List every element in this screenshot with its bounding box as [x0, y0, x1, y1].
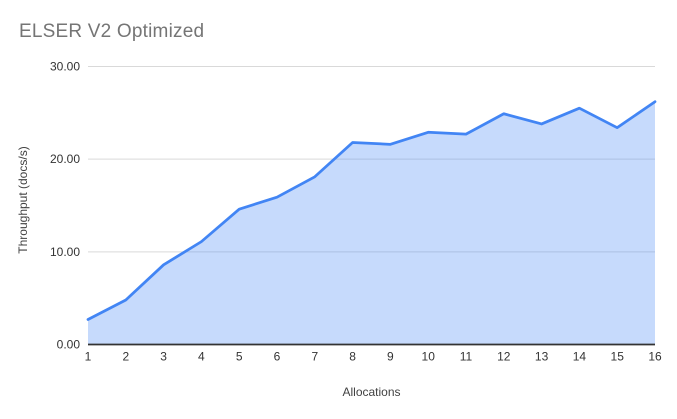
x-tick-label: 16 [648, 350, 662, 364]
x-tick-label: 9 [387, 350, 394, 364]
x-tick-label: 11 [460, 350, 473, 364]
x-tick-label: 4 [198, 350, 205, 364]
x-tick-label: 15 [611, 350, 625, 364]
y-tick-label: 20.00 [50, 152, 80, 166]
x-tick-label: 2 [122, 350, 129, 364]
chart-title: ELSER V2 Optimized [19, 21, 205, 42]
series-area-fill [88, 101, 655, 345]
series-line [86, 100, 657, 321]
x-tick-label: 7 [311, 350, 318, 364]
x-tick-label: 13 [535, 350, 549, 364]
x-axis-title: Allocations [342, 385, 401, 399]
x-tick-label: 5 [236, 350, 243, 364]
x-tick-label: 1 [85, 350, 92, 364]
x-tick-label: 12 [497, 350, 511, 364]
x-tick-label: 10 [422, 350, 436, 364]
x-tick-label: 8 [349, 350, 356, 364]
x-tick-label: 14 [573, 350, 587, 364]
y-tick-label: 10.00 [50, 245, 80, 259]
x-tick-label: 6 [274, 350, 281, 364]
x-tick-label: 3 [160, 350, 167, 364]
y-tick-label: 30.00 [50, 60, 80, 74]
y-tick-label: 0.00 [57, 338, 81, 352]
